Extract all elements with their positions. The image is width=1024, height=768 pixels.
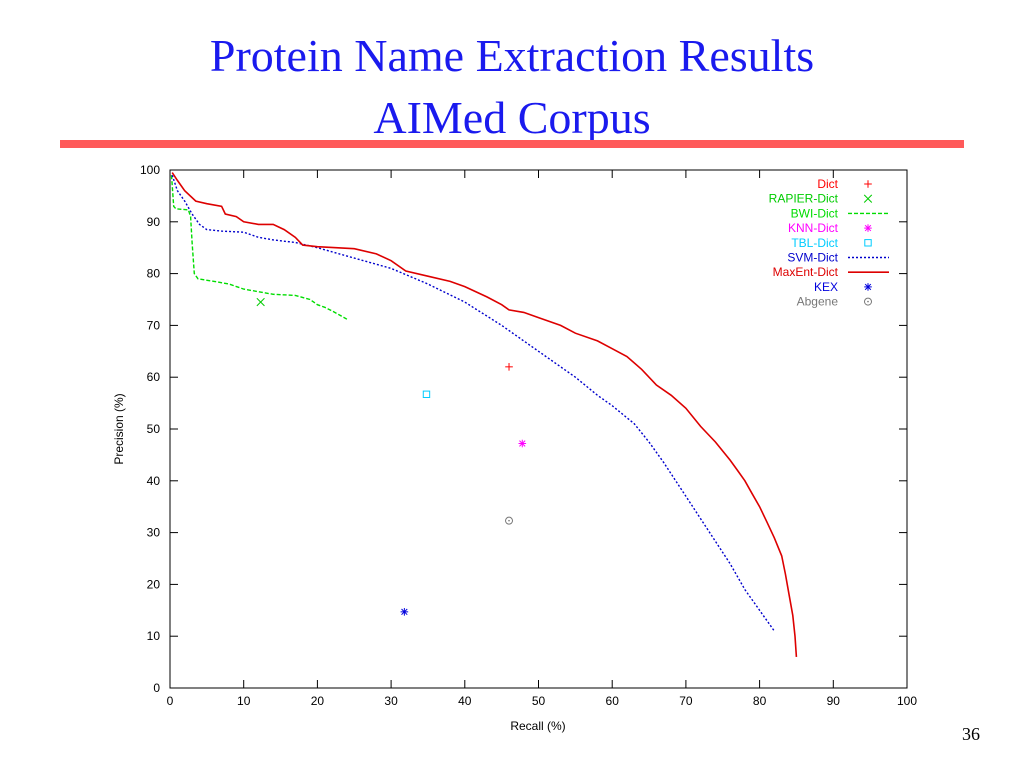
- y-tick-label: 60: [147, 370, 161, 384]
- legend-label: KEX: [814, 280, 838, 294]
- legend-label: Dict: [817, 177, 838, 191]
- x-tick-label: 60: [606, 694, 620, 708]
- y-tick-label: 80: [147, 267, 161, 281]
- x-tick-label: 40: [458, 694, 472, 708]
- y-tick-label: 70: [147, 318, 161, 332]
- series-knn-dict-point: [518, 439, 527, 448]
- x-axis-label: Recall (%): [510, 719, 565, 733]
- series-svm-dict-line: [171, 174, 775, 632]
- series-dict-point: [505, 363, 513, 371]
- legend-label: TBL-Dict: [791, 236, 838, 250]
- legend-label: Abgene: [797, 295, 839, 309]
- y-tick-label: 50: [147, 422, 161, 436]
- y-tick-label: 30: [147, 526, 161, 540]
- y-tick-label: 20: [147, 577, 161, 591]
- y-tick-label: 90: [147, 215, 161, 229]
- x-tick-label: 70: [679, 694, 693, 708]
- y-tick-label: 0: [153, 681, 160, 695]
- y-tick-label: 10: [147, 629, 161, 643]
- y-axis-label: Precision (%): [112, 393, 126, 464]
- x-tick-label: 0: [167, 694, 174, 708]
- legend-swatch: [864, 283, 872, 291]
- legend-label: KNN-Dict: [788, 221, 839, 235]
- x-tick-label: 100: [897, 694, 917, 708]
- y-tick-label: 40: [147, 474, 161, 488]
- series-abgene-point: [505, 516, 514, 525]
- series-kex-point: [400, 608, 409, 616]
- y-tick-label: 100: [140, 163, 160, 177]
- series-bwi-dict-line: [170, 175, 348, 320]
- legend-swatch: [864, 297, 872, 306]
- legend-label: MaxEnt-Dict: [773, 265, 839, 279]
- slide-title-line2: AIMed Corpus: [373, 92, 651, 143]
- slide-number: 36: [962, 724, 980, 744]
- series-rapier-dict-point: [256, 297, 265, 307]
- legend-label: SVM-Dict: [787, 251, 838, 265]
- series-tbl-dict-point: [422, 390, 431, 398]
- series-maxent-dict-line: [171, 172, 798, 657]
- title-divider: [60, 140, 964, 148]
- legend-label: RAPIER-Dict: [769, 192, 839, 206]
- x-tick-label: 10: [237, 694, 251, 708]
- x-tick-label: 30: [384, 694, 398, 708]
- legend-swatch: [863, 194, 873, 203]
- x-tick-label: 80: [753, 694, 767, 708]
- x-tick-label: 90: [827, 694, 841, 708]
- x-tick-label: 50: [532, 694, 546, 708]
- legend-swatch: [864, 180, 872, 188]
- x-tick-label: 20: [311, 694, 325, 708]
- slide-title-line1: Protein Name Extraction Results: [209, 30, 815, 81]
- legend-swatch: [864, 239, 872, 247]
- legend-label: BWI-Dict: [791, 206, 839, 220]
- legend-swatch: [864, 224, 872, 232]
